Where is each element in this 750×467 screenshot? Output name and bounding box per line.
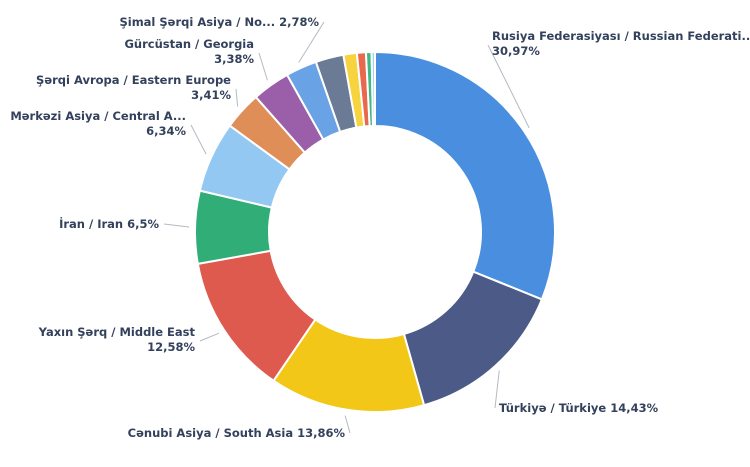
leader-lines	[163, 21, 530, 434]
slice-label-0: Rusiya Federasiyası / Russian Federati..…	[492, 29, 750, 43]
slice-value-label-0: 30,97%	[492, 44, 540, 58]
slice-value-label-3: 12,58%	[147, 340, 195, 354]
leader-line-8	[298, 21, 325, 63]
slice-label-2: Cənubi Asiya / South Asia 13,86%	[128, 426, 346, 440]
slice-label-3: Yaxın Şərq / Middle East	[38, 325, 196, 339]
slice-label-7: Gürcüstan / Georgia	[124, 37, 254, 51]
leader-line-0	[487, 44, 530, 129]
donut-slice-0[interactable]	[374, 50, 556, 301]
donut-slice-1[interactable]	[402, 270, 544, 407]
leader-line-6	[235, 88, 239, 107]
leader-line-1	[494, 370, 500, 409]
leader-line-7	[258, 52, 268, 81]
slices	[194, 50, 556, 413]
leader-line-4	[163, 223, 190, 228]
slice-value-label-7: 3,38%	[214, 52, 254, 66]
slice-labels: Rusiya Federasiyası / Russian Federati..…	[10, 15, 750, 440]
slice-label-8: Şimal Şərqi Asiya / No... 2,78%	[119, 15, 319, 29]
slice-label-4: İran / Iran 6,5%	[59, 216, 159, 231]
leader-line-2	[344, 415, 351, 434]
slice-value-label-6: 3,41%	[191, 88, 231, 102]
slice-label-5: Mərkəzi Asiya / Central A...	[10, 109, 186, 123]
slice-label-1: Türkiyə / Türkiye 14,43%	[499, 401, 659, 415]
leader-line-3	[199, 332, 220, 342]
donut-slice-13[interactable]	[370, 50, 376, 128]
slice-value-label-5: 6,34%	[146, 124, 186, 138]
leader-line-5	[190, 124, 207, 155]
slice-label-6: Şərqi Avropa / Eastern Europe	[36, 73, 231, 87]
